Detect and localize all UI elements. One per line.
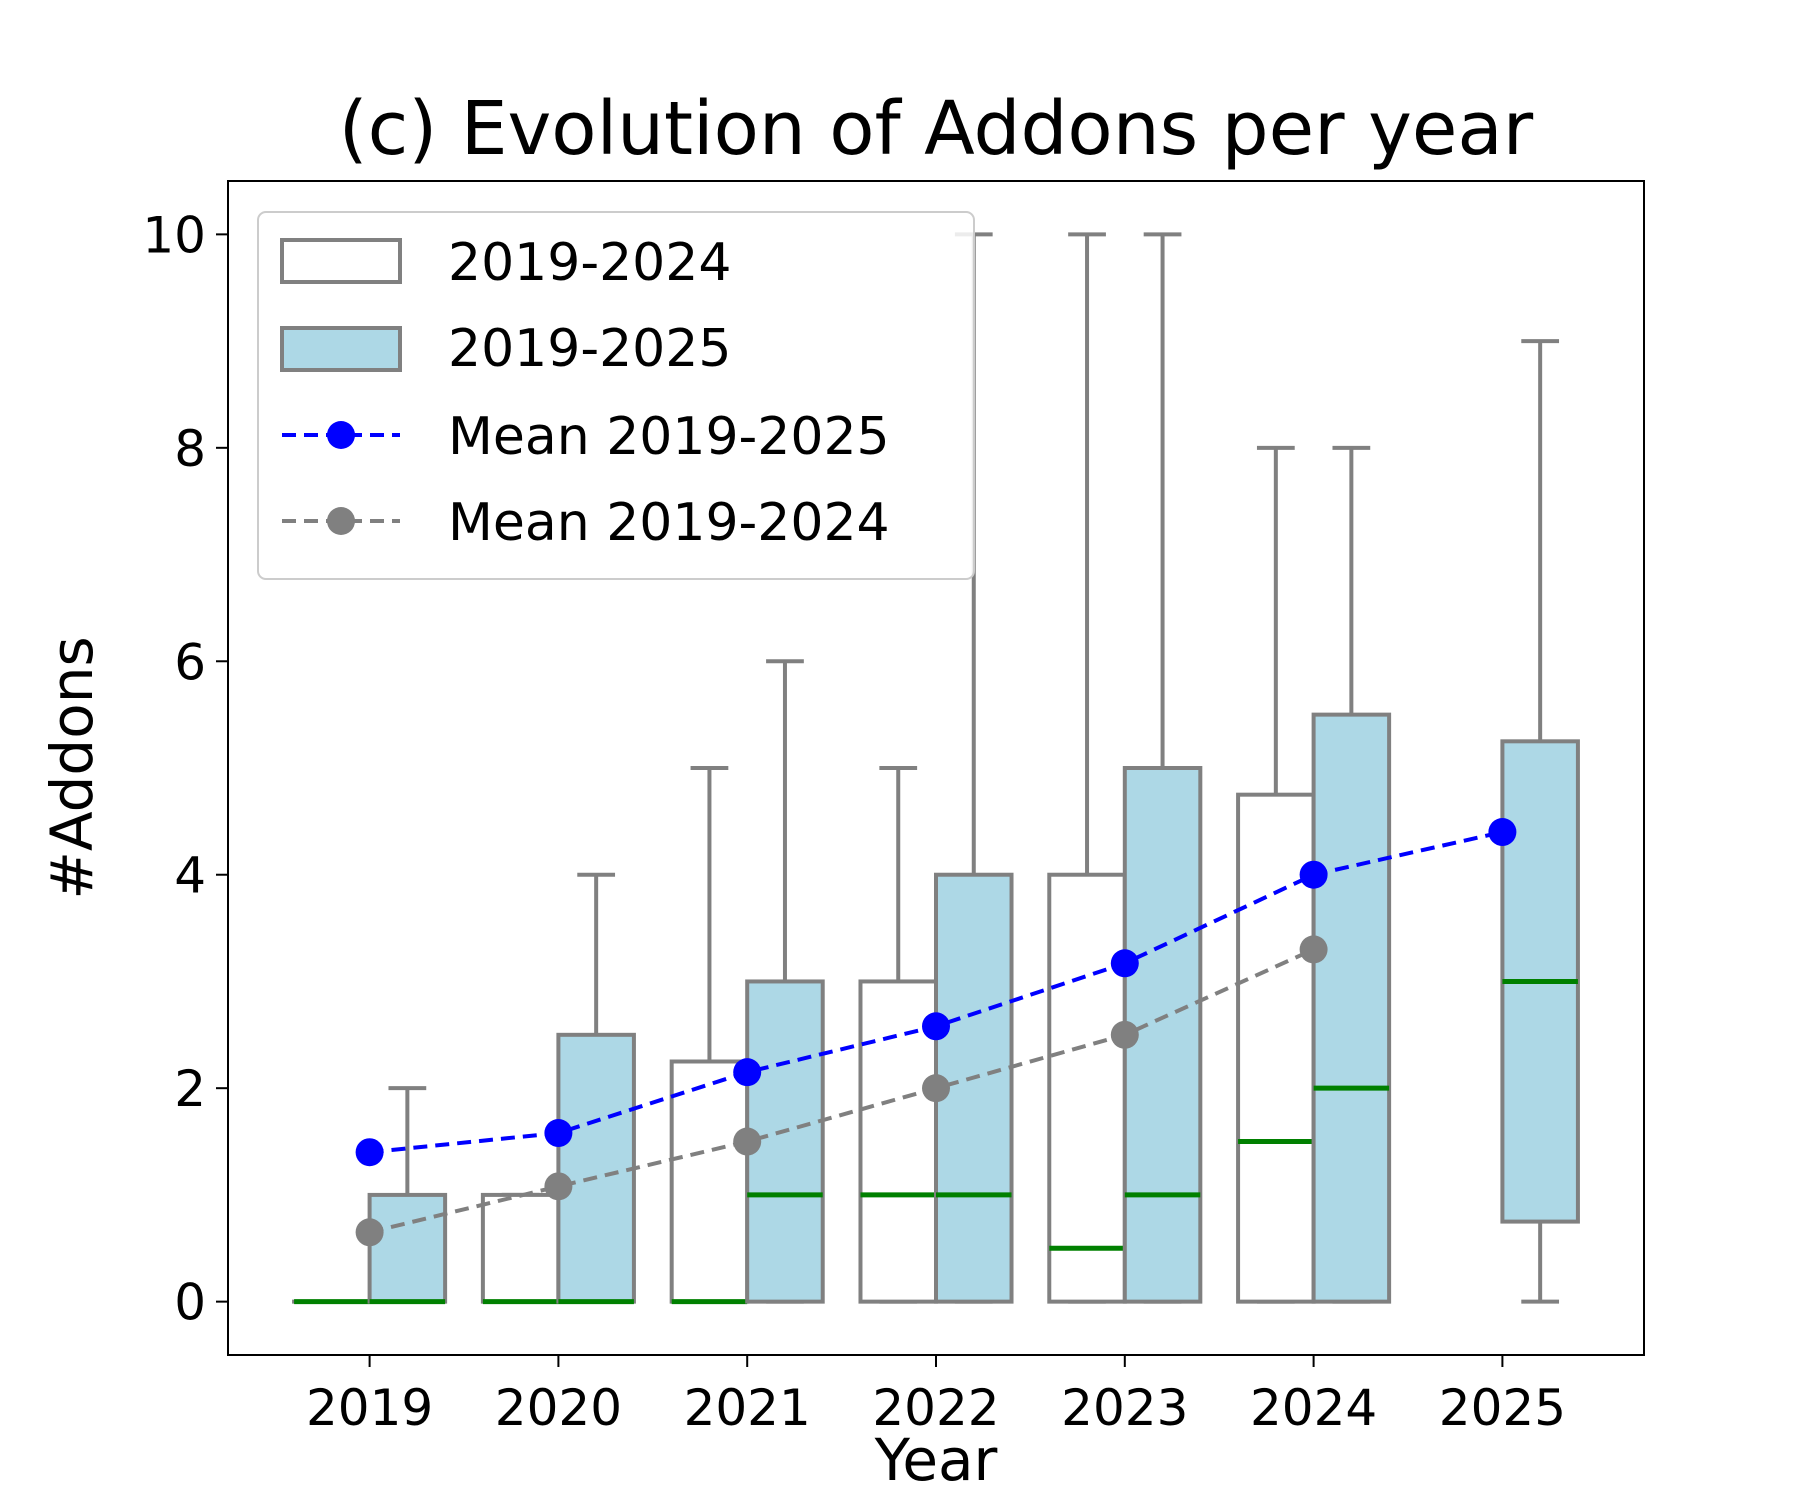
x-tick-label-2025: 2025 (1439, 1379, 1566, 1437)
mean-mean-2019-2025-point-2020 (544, 1119, 573, 1148)
means-layer (355, 818, 1517, 1247)
box-2019-2024-2021-rect (669, 1059, 750, 1304)
x-tick-label-2021: 2021 (684, 1379, 811, 1437)
x-tick-label-2020: 2020 (495, 1379, 622, 1437)
x-tick-label-2024: 2024 (1250, 1379, 1377, 1437)
legend-swatch-2019-2025 (280, 326, 402, 372)
y-axis: 0 2 4 6 8 10 (142, 206, 228, 1332)
box-2019-2024-2023 (1047, 232, 1127, 1304)
y-tick-label-4: 4 (174, 847, 206, 905)
legend-label-mean-2019-2024: Mean 2019-2024 (448, 493, 890, 553)
mean-mean-2019-2025-point-2024 (1299, 860, 1328, 889)
box-2019-2025-2023 (1122, 232, 1203, 1304)
legend-marker-mean-2019-2025 (327, 421, 355, 449)
y-axis-label: #Addons (38, 636, 106, 899)
mean-mean-2019-2024-point-2021 (733, 1127, 762, 1156)
y-tick-label-2: 2 (174, 1060, 206, 1118)
box-2019-2024-2020 (480, 1192, 561, 1305)
legend-label-2019-2025: 2019-2025 (448, 319, 731, 379)
mean-mean-2019-2024-point-2024 (1299, 935, 1328, 964)
legend-label-2019-2024: 2019-2024 (448, 233, 731, 293)
x-axis: 2019 2020 2021 2022 2023 2024 2025 (306, 1355, 1566, 1437)
y-tick-label-10: 10 (142, 206, 206, 264)
box-2019-2025-2024-rect (1311, 712, 1392, 1304)
box-2019-2025-2020 (556, 872, 636, 1305)
y-tick-label-6: 6 (174, 633, 206, 691)
box-2019-2025-2021 (745, 659, 825, 1304)
box-2019-2024-2022-rect (858, 979, 938, 1304)
legend-label-mean-2019-2025: Mean 2019-2025 (448, 407, 890, 467)
chart-title: (c) Evolution of Addons per year (339, 86, 1534, 172)
mean-mean-2019-2024-point-2019 (355, 1218, 384, 1247)
box-2019-2025-2020-rect (556, 1032, 636, 1304)
box-2019-2024-2022 (858, 766, 938, 1304)
mean-mean-2019-2025-point-2023 (1110, 949, 1139, 978)
y-tick-label-8: 8 (174, 420, 206, 478)
box-2019-2025-2025 (1500, 339, 1580, 1304)
mean-mean-2019-2024-line (369, 947, 1315, 1235)
box-2019-2025-2019-rect (367, 1192, 448, 1304)
x-tick-label-2022: 2022 (872, 1379, 999, 1437)
mean-mean-2019-2025-point-2022 (922, 1012, 950, 1041)
mean-mean-2019-2025-point-2025 (1488, 818, 1517, 847)
box-2019-2024-2023-rect (1047, 872, 1127, 1304)
x-tick-label-2019: 2019 (306, 1379, 433, 1437)
box-2019-2025-2024 (1311, 445, 1392, 1304)
legend: 2019-2024 2019-2025 Mean 2019-2025 Mean … (257, 211, 975, 580)
mean-mean-2019-2025-point-2021 (733, 1058, 762, 1087)
legend-frame (257, 211, 975, 580)
legend-swatch-2019-2024 (280, 238, 402, 284)
x-tick-label-2023: 2023 (1061, 1379, 1188, 1437)
mean-mean-2019-2024-point-2022 (922, 1074, 950, 1103)
mean-mean-2019-2025-point-2019 (355, 1138, 384, 1167)
legend-marker-mean-2019-2024 (327, 507, 355, 535)
y-tick-label-0: 0 (174, 1274, 206, 1332)
x-axis-label: Year (874, 1426, 998, 1494)
mean-mean-2019-2024-point-2020 (544, 1172, 573, 1201)
box-2019-2024-2021 (669, 766, 750, 1305)
boxes-layer (292, 232, 1580, 1305)
box-2019-2024-2020-rect (480, 1192, 561, 1304)
box-2019-2025-2019 (367, 1086, 448, 1305)
mean-mean-2019-2024-point-2023 (1110, 1020, 1139, 1049)
